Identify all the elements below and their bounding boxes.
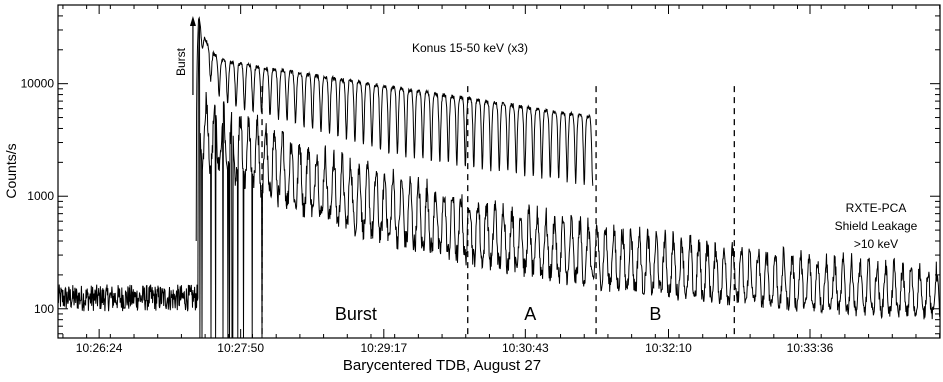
y-tick-label: 100 — [34, 302, 54, 316]
series-layer — [57, 16, 941, 339]
burst-label: Burst — [174, 47, 188, 76]
x-axis-title: Barycentered TDB, August 27 — [343, 357, 541, 374]
y-tick-label: 10000 — [21, 77, 55, 91]
rxte-series-label-line1: RXTE-PCA — [846, 201, 907, 215]
x-tick-label: 10:32:10 — [645, 341, 692, 355]
x-tick-label: 10:33:36 — [787, 341, 834, 355]
interval-label-b: A — [524, 304, 536, 324]
konus-series-label: Konus 15-50 keV (x3) — [412, 41, 528, 55]
rxte-pca-series-line — [57, 18, 941, 339]
interval-label-a: Burst — [335, 304, 377, 324]
y-axis-title: Counts/s — [3, 143, 19, 198]
y-tick-label: 1000 — [27, 189, 54, 203]
rxte-series-label-line2: Shield Leakage — [835, 219, 918, 233]
x-axis-ticks: 10:26:24 10:27:50 10:29:17 10:30:43 10:32:10… — [62, 5, 941, 355]
x-tick-label: 10:26:24 — [76, 341, 123, 355]
plot-frame — [57, 4, 941, 339]
rxte-series-label-line3: >10 keV — [854, 237, 898, 251]
interval-boundaries — [261, 86, 735, 338]
x-tick-label: 10:29:17 — [360, 341, 407, 355]
burst-arrow-head — [189, 16, 196, 26]
x-tick-label: 10:30:43 — [502, 341, 549, 355]
interval-label-c: B — [649, 304, 661, 324]
x-tick-label: 10:27:50 — [217, 341, 264, 355]
